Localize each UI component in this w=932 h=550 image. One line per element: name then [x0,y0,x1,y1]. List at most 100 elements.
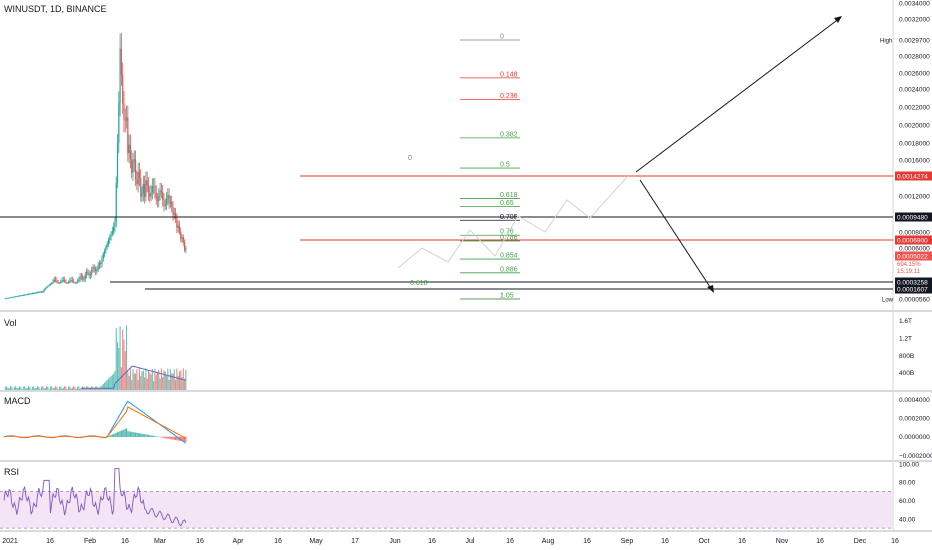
candle-body [185,248,187,251]
candle-body [172,206,174,215]
volume-bar [167,368,169,390]
volume-bar [73,386,75,390]
volume-bar [173,369,175,390]
candle-body [120,48,122,76]
time-tick-label: 16 [738,538,746,545]
volume-bar [52,388,54,390]
pane-tick-label: 400B [899,370,914,377]
projection-down-arrowhead [707,285,714,293]
candle-body [4,298,6,300]
candle-body [61,280,63,283]
candle-body [25,294,27,296]
volume-bar [131,379,133,390]
time-tick-label: 16 [46,538,54,545]
symbol-title: WINUSDT, 1D, BINANCE [4,4,107,14]
projection-arrows[interactable] [397,16,842,293]
volume-bar [34,388,36,390]
last-price-label: 0.0005022 [897,254,928,261]
fib-level-label: 0.886 [500,266,518,273]
candle-body [113,226,115,231]
fib-level-label: 0.786 [500,234,518,241]
macd-histogram-bar [138,433,140,438]
volume-bar [114,370,116,390]
macd-histogram-bar [142,433,144,438]
volume-bar [138,368,140,390]
candle-body [165,198,168,205]
volume-bar [61,388,63,390]
candle-body [56,280,58,283]
volume-bar [43,388,45,390]
pane-tick-label: 80.00 [899,480,916,487]
volume-bar [137,379,139,390]
candle-body [177,225,179,228]
fib-level-label: 0 [500,34,504,41]
pane-tick-label: 0.0004000 [899,397,930,404]
volume-bar [64,386,66,390]
candle-body [78,279,80,282]
candle-body [140,177,142,197]
candle-body [66,282,68,284]
candle-body [60,282,62,284]
volume-bar [48,389,50,390]
volume-bar [101,385,103,390]
volume-bar [155,374,157,390]
candle-body [122,75,124,104]
candle-body [30,293,32,295]
candle-body [15,296,17,298]
volume-bar [113,373,115,390]
candle-body [162,192,164,200]
candle-body [29,293,31,295]
price-axis[interactable]: 0.0034000 0.0032000 0.0029700 0.0028000 0.00… [880,1,932,524]
volume-bar [67,386,70,390]
time-tick-label: Dec [854,538,867,545]
volume-bars [4,325,187,390]
volume-bar [177,375,179,390]
candle-body [69,280,71,283]
volume-bar [127,371,129,390]
volume-bar [122,329,124,390]
macd-histogram-bar [150,435,152,438]
level-price-box [895,277,932,287]
price-tick-label: 0.0026000 [899,71,930,78]
macd-histogram-bar [165,436,168,439]
macd-histogram-bar [185,436,187,442]
candle-body [18,295,21,297]
candle-body [57,282,59,284]
volume-bar [140,375,142,390]
volume-bar [159,378,161,390]
candle-body [109,237,111,240]
volume-bar [84,389,86,390]
fib-level-label: 0.236 [500,93,518,100]
volume-bar [147,369,150,390]
fib-retracement[interactable]: 00.1480.2360.3820.50.6180.650.7050.760.7… [408,34,520,300]
macd-histogram-bar [129,431,131,438]
volume-ma-line [81,365,187,389]
macd-histogram-bar [168,436,170,439]
pane-tick-label: 100.00 [899,461,919,468]
volume-bar [89,387,91,390]
candle-body [34,292,36,294]
candle-body [150,192,152,197]
volume-bar [13,386,15,390]
pane-separators [0,0,932,532]
candle-body [82,276,84,280]
time-tick-label: Nov [776,538,789,545]
horizontal-levels[interactable] [0,175,893,290]
macd-histogram-bar [128,431,130,438]
projection-down-arrow [639,179,713,291]
volume-bar [175,379,177,390]
candle-body [180,231,182,239]
candle-body [79,276,81,280]
fib-level-label: 0.148 [500,71,518,78]
candle-body [102,253,104,258]
fib-level-label: 0.705 [500,214,518,221]
macd-histogram-bar [107,436,110,438]
candle-body [144,183,146,198]
volume-bar [29,386,31,390]
time-axis[interactable]: 2021 16 Feb 16 Mar 16 Apr 16 May 17 Jun 16 Jul 16 Aug 1… [2,538,899,545]
volume-bar [9,386,11,390]
candle-body [96,269,98,272]
candle-body [24,294,26,296]
candle-body [58,282,61,284]
